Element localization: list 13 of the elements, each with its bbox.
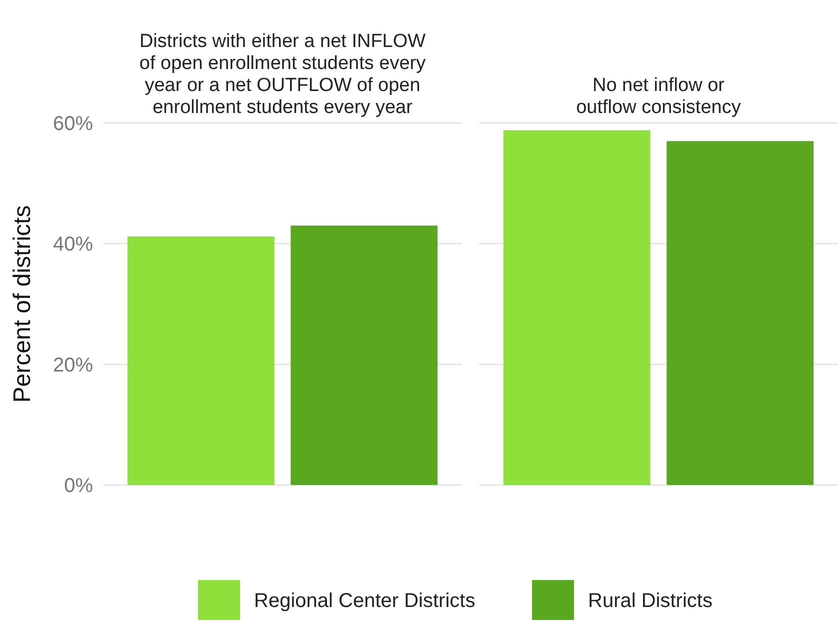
y-tick-label: 20% [52, 354, 94, 376]
bar [503, 130, 650, 485]
x-tick-label: Districts with either a net INFLOW of open enrollment students every year or a net OUTFLOW of open enrollment students every year [139, 31, 426, 118]
x-tick-label: No net inflow or outflow consistency [576, 75, 742, 118]
y-tick-label: 60% [52, 113, 94, 135]
bar [666, 141, 814, 485]
y-axis-title: Percent of districts [9, 205, 36, 403]
y-tick-label: 40% [52, 234, 94, 256]
legend-label: Rural Districts [588, 590, 712, 612]
y-tick-label: 0% [64, 475, 94, 497]
bar [290, 226, 438, 485]
bar [127, 236, 274, 485]
legend-label: Regional Center Districts [254, 590, 476, 612]
